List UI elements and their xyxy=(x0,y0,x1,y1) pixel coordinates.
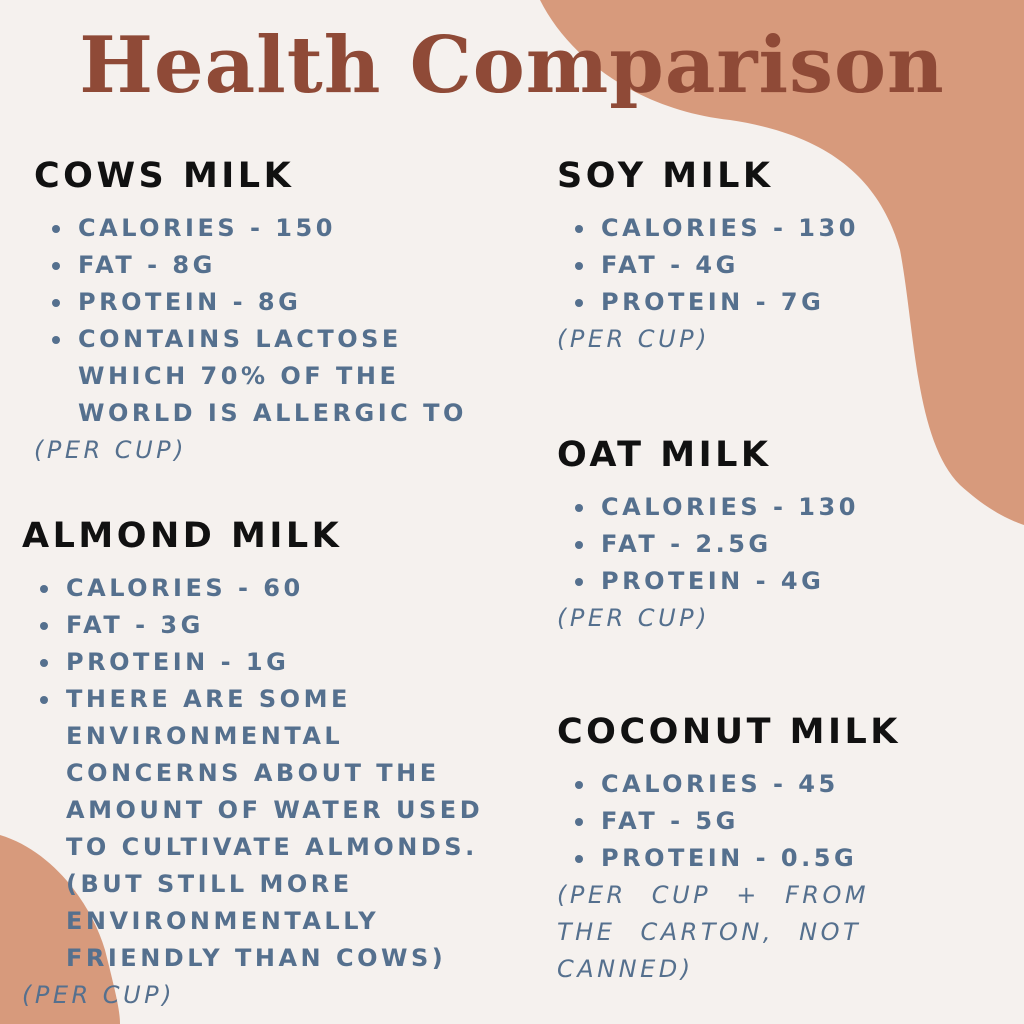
almond-milk-note: (PER CUP) xyxy=(22,981,175,1009)
cows-milk-list: CALORIES - 150 FAT - 8G PROTEIN - 8G CON… xyxy=(34,210,467,432)
almond-milk-section: ALMOND MILK CALORIES - 60 FAT - 3G PROTE… xyxy=(22,516,483,1014)
list-item: FAT - 4G xyxy=(557,247,859,284)
oat-milk-section: OAT MILK CALORIES - 130 FAT - 2.5G PROTE… xyxy=(557,435,859,637)
list-item: FAT - 2.5G xyxy=(557,526,859,563)
list-item: PROTEIN - 4G xyxy=(557,563,859,600)
list-item: CALORIES - 150 xyxy=(34,210,467,247)
soy-milk-list: CALORIES - 130 FAT - 4G PROTEIN - 7G xyxy=(557,210,859,321)
list-item: CALORIES - 130 xyxy=(557,489,859,526)
coconut-milk-list: CALORIES - 45 FAT - 5G PROTEIN - 0.5G xyxy=(557,766,901,877)
cows-milk-note: (PER CUP) xyxy=(34,436,187,464)
list-item: PROTEIN - 8G xyxy=(34,284,467,321)
almond-milk-list: CALORIES - 60 FAT - 3G PROTEIN - 1G THER… xyxy=(22,570,483,977)
list-item: PROTEIN - 1G xyxy=(22,644,483,681)
coconut-milk-note: (PER CUP + FROM THE CARTON, NOT CANNED) xyxy=(557,881,870,983)
soy-milk-note: (PER CUP) xyxy=(557,325,710,353)
list-item: PROTEIN - 0.5G xyxy=(557,840,901,877)
list-item: CONTAINS LACTOSE WHICH 70% OF THE WORLD … xyxy=(34,321,467,432)
page-title: Health Comparison xyxy=(79,20,945,111)
list-item: CALORIES - 60 xyxy=(22,570,483,607)
cows-milk-section: COWS MILK CALORIES - 150 FAT - 8G PROTEI… xyxy=(34,156,467,469)
soy-milk-heading: SOY MILK xyxy=(557,156,774,196)
list-item: PROTEIN - 7G xyxy=(557,284,859,321)
list-item: FAT - 5G xyxy=(557,803,901,840)
top-right-blob xyxy=(540,0,1024,525)
list-item: FAT - 8G xyxy=(34,247,467,284)
bottom-left-blob xyxy=(0,835,120,1024)
list-item: THERE ARE SOME ENVIRONMENTAL CONCERNS AB… xyxy=(22,681,483,977)
list-item: FAT - 3G xyxy=(22,607,483,644)
coconut-milk-heading: COCONUT MILK xyxy=(557,712,901,752)
cows-milk-heading: COWS MILK xyxy=(34,156,295,196)
oat-milk-list: CALORIES - 130 FAT - 2.5G PROTEIN - 4G xyxy=(557,489,859,600)
oat-milk-heading: OAT MILK xyxy=(557,435,772,475)
almond-milk-heading: ALMOND MILK xyxy=(22,516,343,556)
soy-milk-section: SOY MILK CALORIES - 130 FAT - 4G PROTEIN… xyxy=(557,156,859,358)
list-item: CALORIES - 45 xyxy=(557,766,901,803)
oat-milk-note: (PER CUP) xyxy=(557,604,710,632)
coconut-milk-section: COCONUT MILK CALORIES - 45 FAT - 5G PROT… xyxy=(557,712,901,988)
list-item: CALORIES - 130 xyxy=(557,210,859,247)
